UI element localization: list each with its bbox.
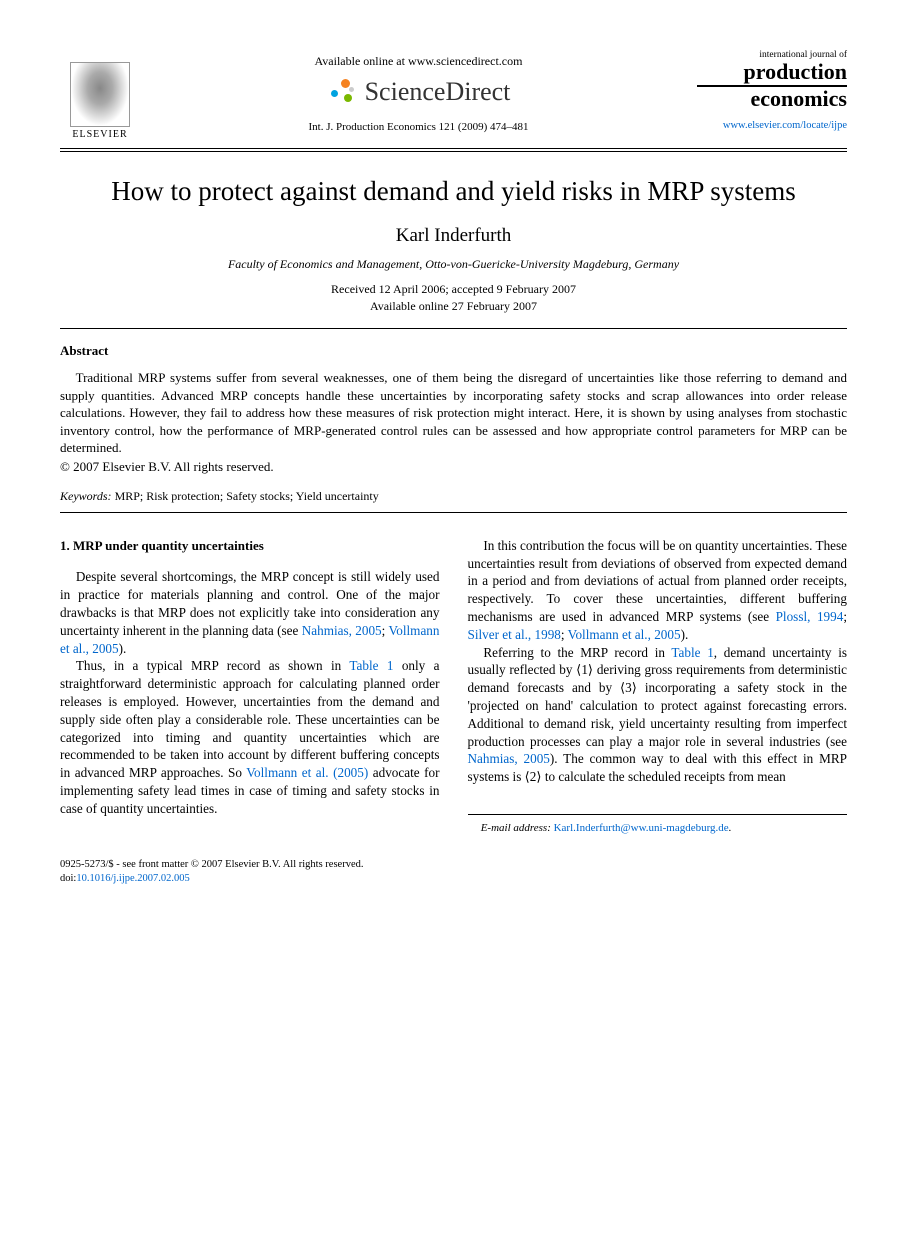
publisher-name: ELSEVIER [72,129,127,140]
body-paragraph-4: Referring to the MRP record in Table 1, … [468,644,848,787]
article-online-date: Available online 27 February 2007 [60,299,847,314]
body-paragraph-1: Despite several shortcomings, the MRP co… [60,568,440,657]
rule-below-keywords [60,512,847,513]
keywords-line: Keywords: MRP; Risk protection; Safety s… [60,489,847,504]
journal-citation: Int. J. Production Economics 121 (2009) … [160,121,677,133]
center-header: Available online at www.sciencedirect.co… [140,50,697,133]
ref-vollmann-2005-b[interactable]: Vollmann et al. (2005) [246,765,368,780]
article-affiliation: Faculty of Economics and Management, Ott… [60,257,847,272]
abstract-text: Traditional MRP systems suffer from seve… [60,369,847,457]
email-footnote: E-mail address: Karl.Inderfurth@ww.uni-m… [468,814,848,836]
ref-silver-1998[interactable]: Silver et al., 1998 [468,627,561,642]
elsevier-logo: ELSEVIER [60,50,140,140]
doi-link[interactable]: 10.1016/j.ijpe.2007.02.005 [76,873,189,884]
journal-title-line1: production [697,62,847,87]
article-body: 1. MRP under quantity uncertainties Desp… [60,537,847,836]
ref-nahmias-2005[interactable]: Nahmias, 2005 [302,623,382,638]
article-author: Karl Inderfurth [60,225,847,247]
journal-logo: international journal of production econ… [697,50,847,131]
ref-nahmias-2005-b[interactable]: Nahmias, 2005 [468,751,550,766]
footer-copyright: 0925-5273/$ - see front matter © 2007 El… [60,858,847,872]
ref-plossl-1994[interactable]: Plossl, 1994 [776,609,844,624]
header-rule [60,148,847,152]
abstract-heading: Abstract [60,343,847,359]
abstract-copyright: © 2007 Elsevier B.V. All rights reserved… [60,459,847,475]
email-link[interactable]: Karl.Inderfurth@ww.uni-magdeburg.de [554,822,729,834]
journal-title-line2: economics [697,89,847,110]
article-title: How to protect against demand and yield … [60,176,847,207]
section-1-heading: 1. MRP under quantity uncertainties [60,537,440,555]
sciencedirect-name: ScienceDirect [365,77,511,107]
page-footer: 0925-5273/$ - see front matter © 2007 El… [60,858,847,885]
page-header: ELSEVIER Available online at www.science… [60,50,847,140]
ref-table-1[interactable]: Table 1 [349,658,393,673]
abstract-section: Abstract Traditional MRP systems suffer … [60,343,847,475]
keywords-label: Keywords: [60,489,112,503]
ref-vollmann-2005-c[interactable]: Vollmann et al., 2005 [568,627,681,642]
available-online-text: Available online at www.sciencedirect.co… [160,54,677,69]
body-paragraph-2: Thus, in a typical MRP record as shown i… [60,657,440,817]
email-label: E-mail address: [481,822,551,834]
keywords-list: MRP; Risk protection; Safety stocks; Yie… [115,489,379,503]
article-received-date: Received 12 April 2006; accepted 9 Febru… [60,282,847,297]
rule-above-abstract [60,328,847,329]
body-paragraph-3: In this contribution the focus will be o… [468,537,848,644]
sciencedirect-logo: ScienceDirect [160,77,677,107]
sciencedirect-dots-icon [327,77,357,107]
footer-doi: doi:10.1016/j.ijpe.2007.02.005 [60,872,847,886]
ref-table-1-b[interactable]: Table 1 [671,645,713,660]
elsevier-tree-icon [70,62,130,127]
journal-url-link[interactable]: www.elsevier.com/locate/ijpe [697,120,847,131]
